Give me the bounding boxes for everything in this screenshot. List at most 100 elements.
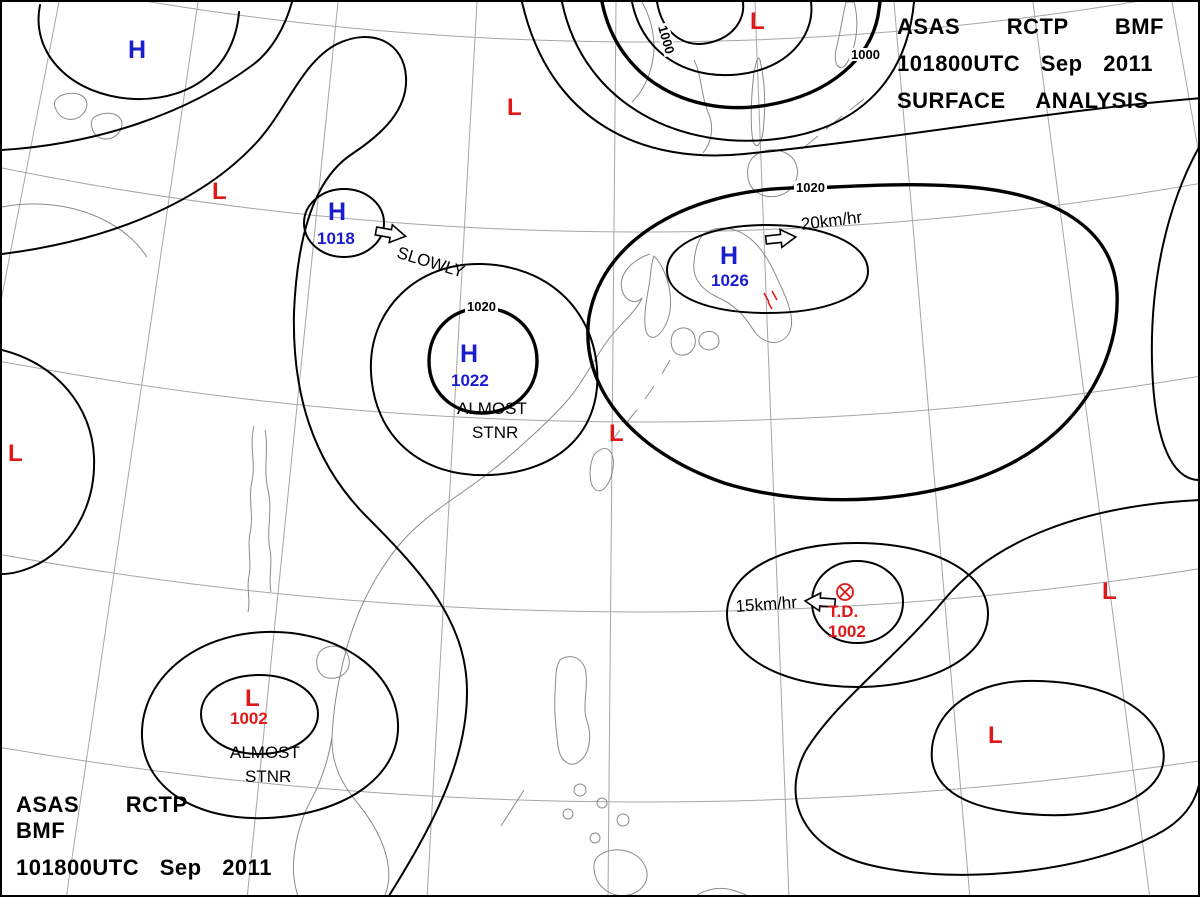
isobar-l1002-inner bbox=[199, 673, 320, 756]
td-cross-icon bbox=[839, 586, 851, 598]
isobar-nw-line bbox=[2, 2, 293, 151]
td-pressure-value: 1002 bbox=[828, 622, 866, 641]
chart-type-label: SURFACE ANALYSIS bbox=[897, 88, 1149, 113]
coastline-visayas-island bbox=[596, 797, 608, 809]
low-marker: L bbox=[609, 420, 624, 447]
arrow-right-h1026 bbox=[764, 228, 798, 249]
motion-annotation-almost: ALMOST bbox=[457, 399, 527, 418]
red-hatch-icon bbox=[763, 290, 778, 310]
td-symbol bbox=[836, 583, 854, 601]
inland-lake bbox=[53, 92, 88, 120]
coastline-korea bbox=[644, 255, 672, 338]
isobar-label-1020: 1020 bbox=[794, 180, 827, 195]
coastline-borneo bbox=[696, 887, 748, 895]
low-marker: L bbox=[212, 178, 227, 205]
coastline-asia-mainland bbox=[331, 253, 651, 895]
isobar-label-1000: 1000 bbox=[849, 47, 882, 62]
isobar-h1026-ellipse bbox=[665, 223, 870, 315]
meridian-line bbox=[893, 2, 971, 895]
motion-annotation-stnr: STNR bbox=[472, 423, 519, 442]
coastline-okhotsk bbox=[631, 2, 655, 103]
isobar-label-1020: 1020 bbox=[465, 299, 498, 314]
coastline-kamchatka bbox=[834, 2, 858, 68]
coastline-mindanao bbox=[593, 849, 648, 895]
isobar-east-edge bbox=[1150, 147, 1198, 481]
isobar-h1018-oval bbox=[302, 187, 386, 259]
motion-annotation-stnr: STNR bbox=[245, 767, 292, 786]
coastline-hokkaido bbox=[747, 149, 798, 198]
isobar-nw-high-oval bbox=[37, 4, 240, 101]
arrow-right-h1018 bbox=[374, 223, 408, 244]
coastline-kyushu bbox=[670, 327, 696, 356]
inland-terrain-line bbox=[2, 203, 148, 258]
pressure-value-1002: 1002 bbox=[230, 709, 268, 728]
low-marker: L bbox=[1102, 578, 1117, 605]
meridian-line bbox=[246, 2, 339, 895]
coastline-visayas-island bbox=[589, 832, 601, 844]
meridian-line bbox=[2, 2, 60, 299]
isobar-north-low-5 bbox=[521, 2, 1198, 157]
isobar-west-edge-bulge bbox=[2, 349, 96, 575]
coastline-palawan bbox=[500, 789, 525, 827]
title-block-top-right: ASAS RCTP BMF 101800UTC Sep 2011 SURFACE… bbox=[897, 14, 1184, 125]
isobar-north-low-2 bbox=[631, 2, 813, 77]
isobar-l1002-outer bbox=[140, 630, 400, 820]
meridian-line bbox=[426, 2, 478, 895]
chart-type-label: SURFACE ANALYSIS bbox=[16, 892, 316, 895]
coastline-visayas-island bbox=[573, 783, 587, 797]
isobar-td-outer bbox=[725, 541, 990, 689]
coastline-malay-peninsula bbox=[292, 736, 333, 895]
isobar-td-inner bbox=[810, 559, 905, 645]
coastline-taiwan bbox=[589, 448, 614, 492]
pressure-value-1018: 1018 bbox=[317, 229, 355, 248]
coastline-visayas-island bbox=[562, 808, 574, 820]
meridian-line bbox=[1032, 2, 1150, 895]
coastlines bbox=[2, 2, 865, 895]
high-marker-nw: H bbox=[128, 36, 147, 64]
coastline-okhotsk-2 bbox=[693, 59, 713, 154]
chart-id: ASAS RCTP BMF bbox=[897, 14, 1164, 39]
td-circle-icon bbox=[836, 583, 854, 601]
low-marker: L bbox=[507, 94, 522, 121]
isobar-west-trough bbox=[2, 35, 469, 895]
pressure-value-1022: 1022 bbox=[451, 371, 489, 390]
high-marker-1022: H bbox=[460, 340, 479, 368]
isobar-se-low-loop bbox=[930, 679, 1165, 817]
coastline-visayas-island bbox=[616, 813, 630, 827]
isobar-se-outer-sweep bbox=[794, 499, 1198, 876]
red-hatch-marks bbox=[763, 290, 778, 310]
td-name: T.D. bbox=[828, 602, 859, 621]
meridian-line bbox=[754, 2, 790, 895]
inland-lake bbox=[90, 112, 123, 140]
coastline-shikoku bbox=[698, 330, 720, 351]
coastline-bengal-2 bbox=[264, 429, 272, 593]
chart-id: ASAS RCTP BMF bbox=[16, 792, 188, 843]
coastline-luzon bbox=[554, 656, 591, 765]
chart-datetime: 101800UTC Sep 2011 bbox=[897, 51, 1153, 76]
meridian-line bbox=[66, 2, 199, 895]
motion-annotation-almost: ALMOST bbox=[230, 743, 300, 762]
coastline-hainan bbox=[316, 645, 350, 679]
title-block-bottom-left: ASAS RCTP BMF 101800UTC Sep 2011 SURFACE… bbox=[16, 792, 316, 895]
chart-datetime: 101800UTC Sep 2011 bbox=[16, 855, 272, 880]
high-marker-1018: H bbox=[328, 198, 347, 226]
speed-annotation-15kmhr: 15km/hr bbox=[734, 592, 798, 616]
low-marker: L bbox=[8, 440, 23, 467]
isobar-h1022-outer bbox=[369, 262, 599, 477]
isobar-1020-main-loop bbox=[586, 183, 1119, 502]
isobar-h1022-1020-circle bbox=[427, 306, 539, 415]
meridian-line bbox=[607, 2, 617, 895]
coastline-bengal-1 bbox=[247, 425, 255, 613]
high-marker-1026: H bbox=[720, 242, 739, 270]
low-marker: L bbox=[988, 722, 1003, 749]
coastline-ryukyu-islands bbox=[610, 359, 671, 443]
low-marker-1002: L bbox=[245, 685, 260, 712]
arrow-left-td bbox=[803, 591, 837, 613]
pressure-value-1026: 1026 bbox=[711, 271, 749, 290]
motion-arrows bbox=[374, 223, 837, 613]
low-marker: L bbox=[750, 8, 765, 35]
coastline-honshu bbox=[693, 227, 793, 343]
